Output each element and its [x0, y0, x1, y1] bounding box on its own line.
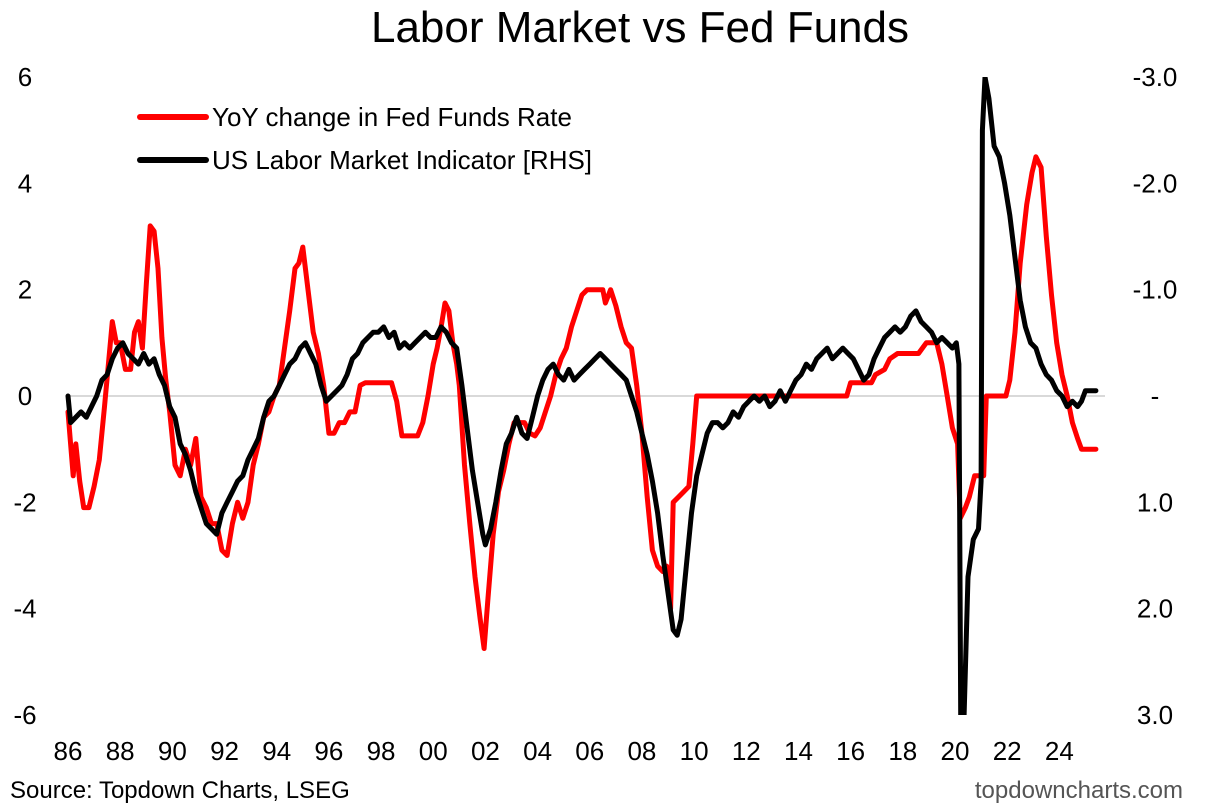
x-tick-label: 24 — [1045, 736, 1074, 766]
right-tick-label: -3.0 — [1133, 62, 1178, 92]
right-tick-label: -2.0 — [1133, 168, 1178, 198]
series-lines — [65, 77, 1099, 715]
x-tick-label: 12 — [732, 736, 761, 766]
left-tick-label: -2 — [13, 487, 36, 517]
right-tick-label: 1.0 — [1137, 487, 1173, 517]
x-axis-ticks: 86 88 90 92 94 96 98 00 02 04 06 08 10 12 14 16 18 20 22 24 — [54, 736, 1074, 766]
fed-funds-line — [65, 154, 1099, 651]
x-tick-label: 86 — [54, 736, 83, 766]
left-tick-label: -4 — [13, 594, 36, 624]
x-tick-label: 08 — [627, 736, 656, 766]
right-tick-label: 3.0 — [1137, 700, 1173, 730]
right-tick-label: - — [1151, 381, 1160, 411]
source-note: Source: Topdown Charts, LSEG — [10, 777, 350, 804]
x-tick-label: 94 — [262, 736, 291, 766]
right-tick-label: 2.0 — [1137, 594, 1173, 624]
x-tick-label: 20 — [941, 736, 970, 766]
chart-title: Labor Market vs Fed Funds — [370, 3, 909, 52]
brand-watermark: topdowncharts.com — [974, 777, 1183, 804]
x-tick-label: 88 — [106, 736, 135, 766]
x-tick-label: 02 — [471, 736, 500, 766]
legend-label: YoY change in Fed Funds Rate — [212, 102, 572, 132]
x-tick-label: 06 — [575, 736, 604, 766]
left-tick-label: 0 — [18, 381, 32, 411]
left-tick-label: 4 — [18, 168, 32, 198]
x-tick-label: 04 — [523, 736, 552, 766]
legend-label: US Labor Market Indicator [RHS] — [212, 145, 592, 175]
left-tick-label: -6 — [13, 700, 36, 730]
right-tick-label: -1.0 — [1133, 275, 1178, 305]
labor-market-line — [65, 77, 1099, 715]
legend: YoY change in Fed Funds Rate US Labor Mar… — [137, 102, 592, 175]
right-axis-ticks: -3.0-2.0-1.0-1.02.03.0 — [1133, 62, 1178, 730]
x-tick-label: 98 — [367, 736, 396, 766]
left-tick-label: 6 — [18, 62, 32, 92]
x-tick-label: 00 — [419, 736, 448, 766]
left-tick-label: 2 — [18, 275, 32, 305]
x-tick-label: 92 — [210, 736, 239, 766]
x-tick-label: 96 — [314, 736, 343, 766]
x-tick-label: 90 — [158, 736, 187, 766]
x-tick-label: 18 — [888, 736, 917, 766]
x-tick-label: 14 — [784, 736, 813, 766]
x-tick-label: 16 — [836, 736, 865, 766]
left-axis-ticks: 6 4 2 0 -2 -4 -6 — [13, 62, 36, 730]
x-tick-label: 10 — [680, 736, 709, 766]
x-tick-label: 22 — [993, 736, 1022, 766]
